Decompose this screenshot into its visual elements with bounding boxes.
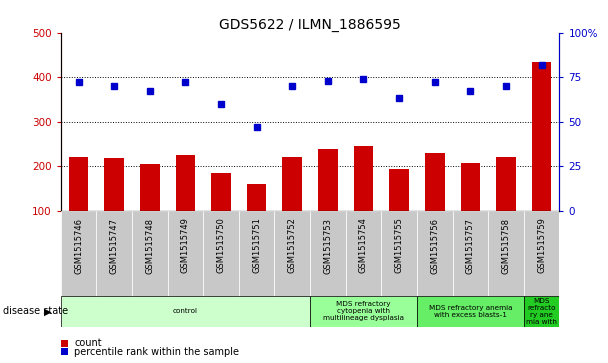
Bar bbox=[318, 149, 337, 255]
Bar bbox=[310, 211, 346, 298]
Text: percentile rank within the sample: percentile rank within the sample bbox=[74, 347, 239, 357]
Bar bbox=[239, 211, 274, 298]
Text: GSM1515752: GSM1515752 bbox=[288, 217, 297, 273]
Text: GSM1515750: GSM1515750 bbox=[216, 217, 226, 273]
Text: MDS refractory
cytopenia with
multilineage dysplasia: MDS refractory cytopenia with multilinea… bbox=[323, 301, 404, 321]
Bar bbox=[417, 211, 452, 298]
Bar bbox=[389, 169, 409, 255]
Text: MDS
refracto
ry ane
mia with: MDS refracto ry ane mia with bbox=[526, 298, 557, 325]
Bar bbox=[61, 211, 97, 298]
Bar bbox=[425, 153, 444, 255]
Bar bbox=[488, 211, 523, 298]
Text: GSM1515759: GSM1515759 bbox=[537, 217, 546, 273]
Text: GSM1515754: GSM1515754 bbox=[359, 217, 368, 273]
Bar bbox=[61, 296, 310, 327]
Bar bbox=[176, 155, 195, 255]
Bar bbox=[274, 211, 310, 298]
Bar bbox=[452, 211, 488, 298]
Text: GSM1515748: GSM1515748 bbox=[145, 217, 154, 273]
Text: GSM1515755: GSM1515755 bbox=[395, 217, 404, 273]
Bar bbox=[381, 211, 417, 298]
Bar bbox=[523, 211, 559, 298]
Text: GSM1515753: GSM1515753 bbox=[323, 217, 333, 273]
Bar bbox=[132, 211, 168, 298]
Bar bbox=[247, 184, 266, 255]
Text: GSM1515756: GSM1515756 bbox=[430, 217, 439, 273]
Text: GSM1515758: GSM1515758 bbox=[502, 217, 511, 273]
Bar bbox=[532, 62, 551, 255]
Bar bbox=[496, 157, 516, 255]
Text: GSM1515747: GSM1515747 bbox=[109, 217, 119, 273]
Text: MDS refractory anemia
with excess blasts-1: MDS refractory anemia with excess blasts… bbox=[429, 305, 512, 318]
Bar bbox=[460, 163, 480, 255]
Text: GSM1515751: GSM1515751 bbox=[252, 217, 261, 273]
Text: GSM1515746: GSM1515746 bbox=[74, 217, 83, 273]
Bar bbox=[310, 296, 417, 327]
Bar bbox=[97, 211, 132, 298]
Bar bbox=[69, 157, 88, 255]
Bar bbox=[168, 211, 203, 298]
Bar bbox=[105, 158, 124, 255]
Bar bbox=[211, 173, 231, 255]
Text: control: control bbox=[173, 308, 198, 314]
Bar bbox=[346, 211, 381, 298]
Text: GSM1515757: GSM1515757 bbox=[466, 217, 475, 273]
Bar bbox=[140, 164, 160, 255]
Text: ▶: ▶ bbox=[44, 306, 52, 316]
Bar bbox=[283, 157, 302, 255]
Text: GSM1515749: GSM1515749 bbox=[181, 217, 190, 273]
Bar bbox=[417, 296, 523, 327]
Text: GDS5622 / ILMN_1886595: GDS5622 / ILMN_1886595 bbox=[219, 18, 401, 32]
Bar bbox=[354, 146, 373, 255]
Bar bbox=[523, 296, 559, 327]
Bar bbox=[203, 211, 239, 298]
Text: disease state: disease state bbox=[3, 306, 68, 316]
Text: count: count bbox=[74, 338, 102, 348]
